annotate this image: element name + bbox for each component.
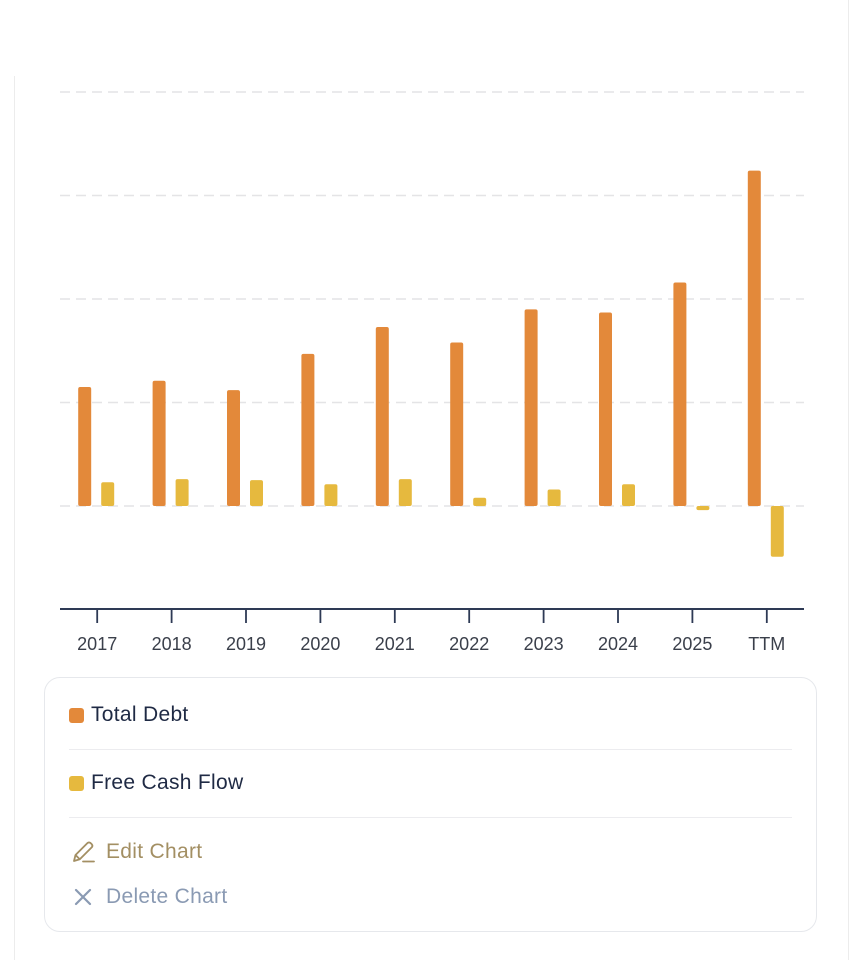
edit-chart-label: Edit Chart [106, 840, 203, 863]
x-axis: 2017 2018 2019 2020 2021 2022 2023 2024 2025 TTM [60, 608, 804, 654]
bar-total-debt-2021[interactable] [375, 326, 389, 506]
bar-total-debt-2018[interactable] [152, 380, 166, 506]
bar-total-debt-2020[interactable] [301, 353, 315, 506]
card-right-border [848, 0, 849, 960]
bar-total-debt-2023[interactable] [524, 309, 538, 506]
x-tick-label: TTM [748, 634, 785, 654]
bar-total-debt-2022[interactable] [450, 342, 464, 506]
bar-chart: 2017 2018 2019 2020 2021 2022 2023 2024 2025 TTM [60, 91, 804, 654]
bar-free-cash-flow-2018[interactable] [175, 479, 189, 506]
x-tick-label: 2024 [598, 634, 638, 654]
legend-label-free-cash-flow: Free Cash Flow [91, 771, 244, 794]
bar-free-cash-flow-ttm[interactable] [770, 506, 784, 557]
edit-chart-button[interactable]: Edit Chart [69, 832, 202, 872]
x-tick-label: 2021 [375, 634, 415, 654]
bar-free-cash-flow-2024[interactable] [622, 484, 635, 506]
bar-free-cash-flow-2023[interactable] [547, 489, 561, 506]
legend-label-total-debt: Total Debt [91, 703, 189, 726]
bar-free-cash-flow-2021[interactable] [398, 479, 412, 506]
legend-swatch-total-debt [69, 707, 84, 723]
x-tick-label: 2023 [524, 634, 564, 654]
x-tick-label: 2019 [226, 634, 266, 654]
bars [78, 170, 784, 557]
bar-total-debt-ttm[interactable] [747, 170, 761, 506]
close-icon [69, 883, 97, 911]
bar-total-debt-2025[interactable] [673, 282, 687, 506]
delete-chart-label: Delete Chart [106, 885, 228, 908]
x-tick-label: 2017 [77, 634, 117, 654]
x-tick-label: 2020 [300, 634, 340, 654]
x-tick-label: 2018 [152, 634, 192, 654]
bar-free-cash-flow-2020[interactable] [324, 484, 338, 506]
legend-item-total-debt[interactable]: Total Debt [69, 681, 792, 750]
bar-total-debt-2019[interactable] [227, 390, 240, 506]
card-left-border [14, 76, 15, 960]
gridlines [60, 91, 804, 507]
bar-free-cash-flow-2017[interactable] [101, 482, 115, 506]
x-tick-label: 2025 [672, 634, 712, 654]
delete-chart-button[interactable]: Delete Chart [69, 877, 228, 917]
bar-free-cash-flow-2025[interactable] [696, 506, 710, 511]
bar-free-cash-flow-2019[interactable] [250, 480, 263, 506]
bar-free-cash-flow-2022[interactable] [473, 497, 487, 506]
legend-swatch-free-cash-flow [69, 775, 84, 791]
bar-total-debt-2024[interactable] [599, 312, 612, 506]
legend-item-free-cash-flow[interactable]: Free Cash Flow [69, 749, 792, 818]
legend-panel: Total Debt Free Cash Flow Edit Chart [44, 677, 817, 932]
x-tick-label: 2022 [449, 634, 489, 654]
pencil-icon [69, 838, 97, 866]
bar-total-debt-2017[interactable] [78, 386, 92, 506]
